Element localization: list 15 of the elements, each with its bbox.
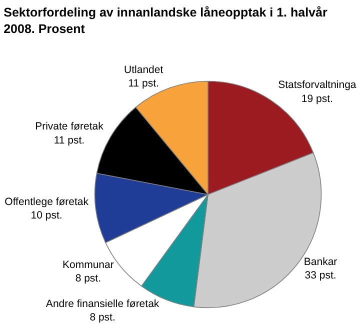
data-label: 10 pst. [30,210,62,222]
data-label: 11 pst. [128,77,159,90]
data-label: 11 pst. [54,134,85,146]
slice-label: Kommunar [62,259,114,272]
data-label: 8 pst. [75,272,101,285]
data-label: 8 pst. [90,312,116,324]
chart-title: Sektorfordeling av innanlandske låneopptak i 1. halvår 2008. Prosent [4,6,328,36]
data-label: 19 pst. [301,92,333,105]
slice-label: Offentlege føretak [4,196,90,208]
slice-label: Private føretak [35,120,104,133]
slice-label: Bankar [304,256,338,268]
slice-label: Andre finansielle føretak [46,298,160,310]
slice-label: Utlandet [124,64,164,76]
slice-label: Statsforvaltninga [278,79,356,92]
data-label: 33 pst. [304,270,336,282]
